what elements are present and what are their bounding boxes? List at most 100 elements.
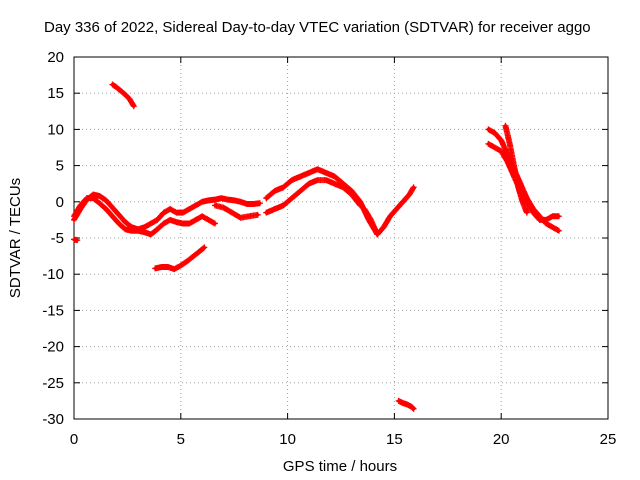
data-point <box>110 205 115 210</box>
data-point <box>550 225 555 229</box>
data-point <box>72 237 76 242</box>
data-point <box>123 220 127 224</box>
data-point <box>213 203 217 208</box>
data-point <box>247 214 251 218</box>
data-point <box>98 194 102 198</box>
data-point <box>115 85 119 90</box>
data-point <box>388 214 392 218</box>
data-point <box>258 201 262 205</box>
data-point <box>142 225 147 229</box>
data-point <box>155 227 159 231</box>
data-point <box>281 203 285 208</box>
data-point <box>369 218 373 222</box>
series-arc-right-b <box>485 140 562 223</box>
data-point <box>493 145 497 150</box>
data-point <box>78 203 83 208</box>
data-point <box>341 185 345 189</box>
x-tick-label: 15 <box>386 431 403 448</box>
data-point <box>516 185 520 189</box>
data-point <box>200 200 204 204</box>
series-marks <box>71 236 81 244</box>
data-point <box>162 211 166 215</box>
data-point <box>98 201 102 205</box>
data-point <box>185 259 189 263</box>
data-point <box>550 214 555 218</box>
data-point <box>142 230 147 234</box>
series-arc-bottom <box>395 397 417 412</box>
data-point <box>72 218 76 222</box>
data-point <box>123 227 127 231</box>
series-arc-main-lower <box>71 195 218 238</box>
data-point <box>298 174 303 179</box>
y-tick-label: -20 <box>42 339 64 356</box>
data-point <box>375 232 379 236</box>
series-arc-mid-c <box>263 177 364 216</box>
data-point <box>412 407 416 411</box>
data-point <box>499 138 503 142</box>
data-point <box>315 178 320 182</box>
series-marks <box>361 184 417 238</box>
data-point <box>206 198 211 202</box>
data-point <box>213 198 217 202</box>
data-point <box>166 265 170 269</box>
x-tick-label: 20 <box>493 431 510 448</box>
data-point <box>123 93 127 97</box>
series-arc-right-c <box>502 122 530 216</box>
data-layer <box>71 81 562 412</box>
data-point <box>397 399 401 403</box>
data-point <box>117 213 121 217</box>
data-point <box>172 267 176 271</box>
x-tick-label: 25 <box>600 431 617 448</box>
data-point <box>198 249 202 253</box>
data-point <box>493 131 497 135</box>
data-point <box>245 202 249 206</box>
data-point <box>104 207 108 211</box>
data-point <box>130 229 134 233</box>
data-point <box>159 265 164 269</box>
series-arc-short-left <box>71 236 81 244</box>
y-tick-label: 0 <box>56 194 64 211</box>
data-point <box>153 266 157 271</box>
data-point <box>273 207 277 211</box>
data-point <box>508 142 512 146</box>
data-point <box>401 200 405 204</box>
x-tick-label: 0 <box>70 431 78 448</box>
data-point <box>273 189 277 193</box>
data-point <box>499 149 503 153</box>
data-point <box>136 229 140 233</box>
data-point <box>155 218 159 222</box>
data-point <box>307 182 311 186</box>
data-point <box>181 221 185 226</box>
series-marks <box>263 177 364 216</box>
series-arc-mid-b <box>263 166 381 238</box>
series-arc-mid-d <box>361 184 417 238</box>
data-point <box>149 232 153 236</box>
x-tick-label: 5 <box>177 431 185 448</box>
data-point <box>221 205 226 210</box>
data-point <box>332 174 337 179</box>
x-axis-label: GPS time / hours <box>283 458 397 475</box>
grid-layer <box>74 57 608 419</box>
data-point <box>239 216 243 220</box>
data-point <box>531 211 535 215</box>
series-arc-main-upper <box>71 191 263 233</box>
data-point <box>382 225 386 229</box>
data-point <box>307 171 311 175</box>
y-tick-label: -10 <box>42 266 64 283</box>
y-tick-label: 15 <box>47 85 64 102</box>
data-point <box>401 401 405 405</box>
data-point <box>119 89 123 93</box>
y-tick-label: 5 <box>56 158 64 175</box>
data-point <box>174 211 179 215</box>
data-point <box>506 160 510 164</box>
y-tick-label: -30 <box>42 411 64 428</box>
data-point <box>187 207 191 211</box>
y-tick-label: 10 <box>47 121 64 138</box>
data-point <box>226 198 230 202</box>
chart-title: Day 336 of 2022, Sidereal Day-to-day VTE… <box>44 19 591 36</box>
series-arc-high <box>109 81 137 110</box>
y-axis-label: SDTVAR / TECUs <box>7 178 24 298</box>
data-point <box>251 202 256 206</box>
data-point <box>557 229 561 233</box>
data-point <box>264 196 268 200</box>
